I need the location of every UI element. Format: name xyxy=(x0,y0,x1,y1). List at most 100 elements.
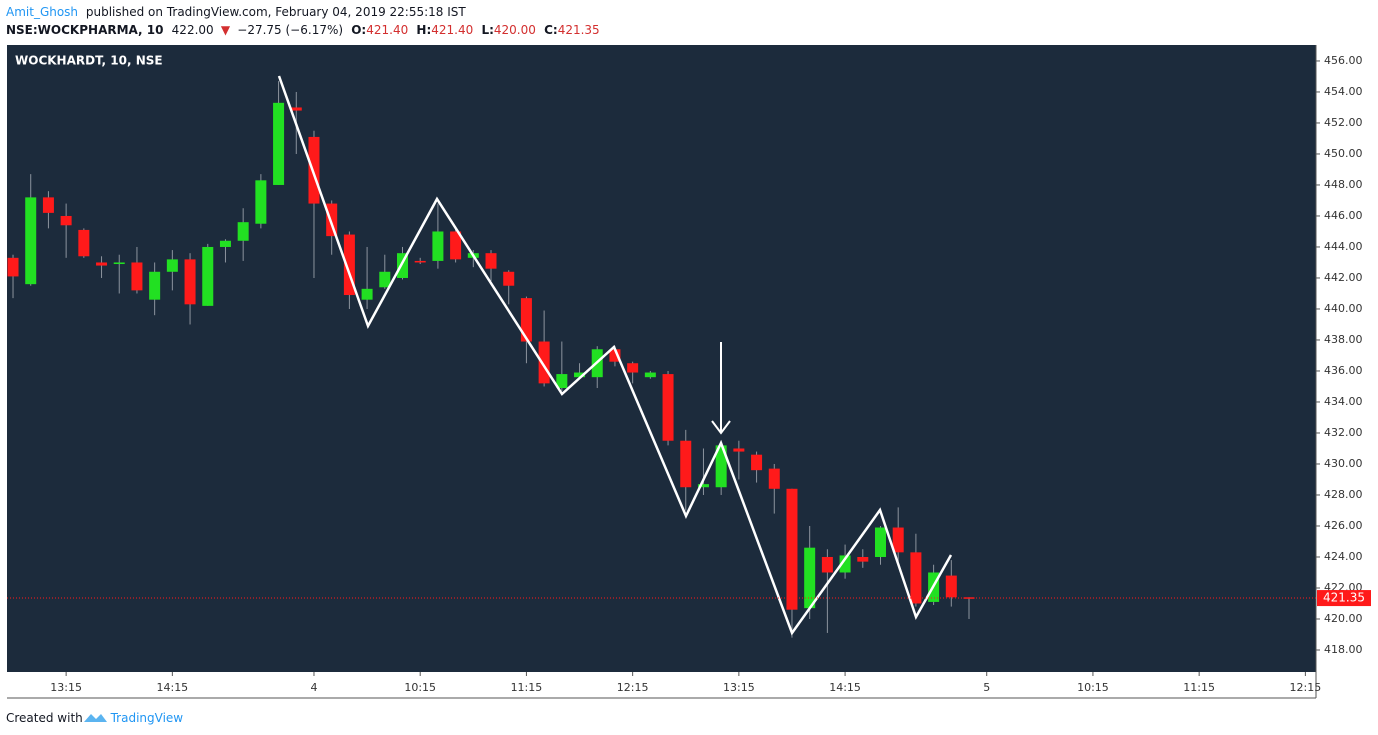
candle-body xyxy=(60,215,72,226)
candle-body xyxy=(7,257,19,277)
x-tick-label: 11:15 xyxy=(511,681,543,694)
x-tick-label: 12:15 xyxy=(617,681,649,694)
candle-body xyxy=(485,253,497,269)
y-tick-label: 440.00 xyxy=(1324,302,1363,315)
candle-body xyxy=(78,229,90,257)
candle-body xyxy=(804,547,816,609)
x-tick-label: 13:15 xyxy=(50,681,82,694)
candle-body xyxy=(308,136,320,204)
candle-body xyxy=(326,203,338,237)
candle-body xyxy=(237,222,249,241)
y-tick-label: 456.00 xyxy=(1324,54,1363,67)
candle-body xyxy=(184,259,196,305)
candle-body xyxy=(520,298,532,342)
x-tick-label: 10:15 xyxy=(404,681,436,694)
l-value: 420.00 xyxy=(494,23,536,37)
x-tick-label: 4 xyxy=(310,681,317,694)
candle-body xyxy=(556,374,568,389)
brand-logo xyxy=(84,714,107,722)
h-value: 421.40 xyxy=(431,23,473,37)
l-label: L: xyxy=(481,23,493,37)
y-tick-label: 454.00 xyxy=(1324,85,1363,98)
c-label: C: xyxy=(544,23,558,37)
candle-body xyxy=(450,231,462,260)
candle-body xyxy=(149,271,161,300)
candle-body xyxy=(609,349,621,362)
price: 422.00 xyxy=(172,23,214,37)
candle-body xyxy=(892,527,904,553)
candle-body xyxy=(166,259,178,272)
candle-body xyxy=(361,288,373,300)
x-tick-label: 11:15 xyxy=(1183,681,1215,694)
h-label: H: xyxy=(416,23,431,37)
candle-body xyxy=(273,102,285,185)
y-tick-label: 438.00 xyxy=(1324,333,1363,346)
author[interactable]: Amit_Ghosh xyxy=(6,5,78,19)
y-tick-label: 430.00 xyxy=(1324,457,1363,470)
y-tick-label: 450.00 xyxy=(1324,147,1363,160)
candle-body xyxy=(963,597,975,599)
pane-title: WOCKHARDT, 10, NSE xyxy=(15,54,163,68)
candle-body xyxy=(414,260,426,263)
x-tick-label: 14:15 xyxy=(156,681,188,694)
x-tick-label: 12:15 xyxy=(1290,681,1322,694)
y-tick-label: 436.00 xyxy=(1324,364,1363,377)
change: −27.75 (−6.17%) xyxy=(237,23,343,37)
candle-body xyxy=(25,197,37,285)
candle-body xyxy=(910,552,922,604)
candle-body xyxy=(662,374,674,441)
candle-body xyxy=(113,262,125,265)
candle-body xyxy=(945,575,957,598)
candle-body xyxy=(343,234,355,296)
candle-body xyxy=(768,468,780,489)
footer: Created with TradingView xyxy=(6,711,183,725)
candle-body xyxy=(786,488,798,610)
y-tick-label: 426.00 xyxy=(1324,519,1363,532)
created-with: Created with xyxy=(6,711,83,725)
symbol-line: NSE:WOCKPHARMA, 10 422.00 ▼ −27.75 (−6.1… xyxy=(6,23,600,37)
x-tick-label: 5 xyxy=(983,681,990,694)
chart-pane xyxy=(7,45,1316,672)
symbol: NSE:WOCKPHARMA, 10 xyxy=(6,23,163,37)
candle-body xyxy=(627,363,639,373)
published: published on TradingView.com, February 0… xyxy=(86,5,467,19)
header-line: Amit_Ghosh published on TradingView.com,… xyxy=(6,5,466,19)
candle-body xyxy=(432,231,444,261)
brand[interactable]: TradingView xyxy=(110,711,184,725)
arrow-head xyxy=(711,420,731,435)
y-tick-label: 434.00 xyxy=(1324,395,1363,408)
candle-body xyxy=(202,246,214,306)
candle-body xyxy=(255,180,267,224)
y-tick-label: 446.00 xyxy=(1324,209,1363,222)
candle-body xyxy=(574,372,586,378)
candle-body xyxy=(96,262,108,266)
x-tick-label: 13:15 xyxy=(723,681,755,694)
candle-body xyxy=(42,197,54,213)
candle-body xyxy=(131,262,143,291)
last-price-label: 421.35 xyxy=(1323,591,1365,605)
y-tick-label: 448.00 xyxy=(1324,178,1363,191)
candle-body xyxy=(715,445,727,488)
candle-body xyxy=(219,240,231,247)
c-value: 421.35 xyxy=(558,23,600,37)
candle-body xyxy=(290,107,302,111)
candle-body xyxy=(503,271,515,286)
candle-body xyxy=(697,484,709,488)
y-tick-label: 424.00 xyxy=(1324,550,1363,563)
candle-body xyxy=(751,454,763,471)
o-label: O: xyxy=(351,23,366,37)
direction: ▼ xyxy=(221,23,231,37)
y-tick-label: 452.00 xyxy=(1324,116,1363,129)
y-tick-label: 432.00 xyxy=(1324,426,1363,439)
y-tick-label: 444.00 xyxy=(1324,240,1363,253)
y-tick-label: 442.00 xyxy=(1324,271,1363,284)
o-value: 421.40 xyxy=(366,23,408,37)
candle-body xyxy=(644,372,656,378)
candle-body xyxy=(680,440,692,488)
y-tick-label: 428.00 xyxy=(1324,488,1363,501)
candle-body xyxy=(874,527,886,557)
candle-body xyxy=(821,556,833,573)
candle-body xyxy=(733,448,745,452)
candle-body xyxy=(857,556,869,562)
